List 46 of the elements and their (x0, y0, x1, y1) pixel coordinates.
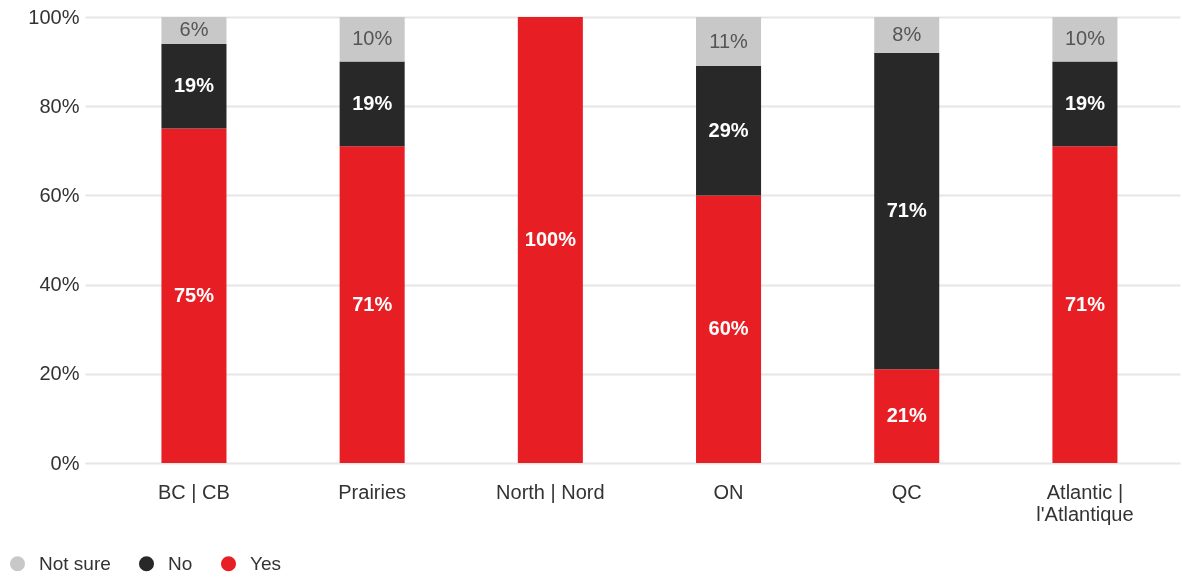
data-label: 10% (352, 27, 393, 50)
data-label: 6% (179, 18, 209, 41)
data-label: 71% (1064, 292, 1106, 315)
bar (696, 195, 762, 463)
bar (161, 128, 227, 463)
x-tick-label: ON (713, 480, 744, 503)
x-tick-label: BC | CB (158, 480, 230, 503)
y-tick-label: 0% (50, 451, 80, 474)
legend-label: No (168, 552, 193, 574)
bar (161, 43, 227, 129)
bar (339, 61, 405, 147)
y-tick-label: 100% (28, 5, 80, 28)
legend-label: Yes (250, 552, 281, 574)
bar (1052, 17, 1118, 62)
bar (696, 17, 762, 67)
data-label: 100% (524, 228, 577, 250)
bar (874, 17, 940, 53)
bar (1052, 146, 1118, 463)
data-label: 19% (173, 74, 215, 97)
bar (874, 369, 940, 463)
bar (696, 66, 762, 196)
x-tick-label: Prairies (338, 480, 407, 503)
bar (1052, 61, 1118, 147)
data-label: 75% (173, 283, 215, 306)
bar (339, 17, 405, 62)
bar (517, 17, 583, 463)
data-label: 19% (1064, 91, 1106, 114)
x-tick-label: QC (891, 480, 922, 503)
y-tick-label: 60% (39, 183, 80, 206)
data-label: 19% (352, 91, 393, 114)
x-tick-label: North | Nord (496, 480, 605, 503)
data-label: 11% (709, 29, 749, 52)
legend-label: Not sure (39, 552, 111, 574)
bar (874, 52, 940, 370)
data-label: 60% (708, 317, 749, 340)
data-label: 8% (892, 22, 922, 45)
x-tick-label: Atlantic | l'Atlantique (1036, 480, 1134, 525)
data-label: 10% (1064, 27, 1106, 50)
y-tick-label: 80% (39, 94, 80, 117)
y-tick-label: 40% (39, 273, 80, 296)
data-label: 71% (886, 199, 927, 222)
data-label: 21% (886, 404, 927, 427)
y-tick-label: 20% (39, 362, 80, 385)
data-label: 71% (352, 292, 393, 315)
bar (339, 146, 405, 463)
data-label: 29% (708, 118, 749, 141)
